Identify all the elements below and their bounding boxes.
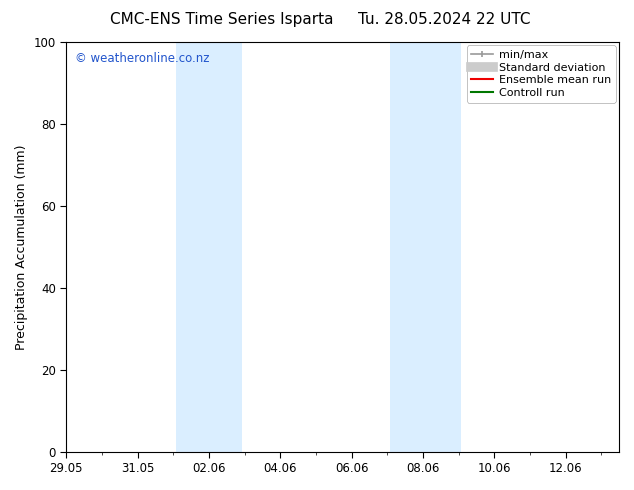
Y-axis label: Precipitation Accumulation (mm): Precipitation Accumulation (mm) [15,144,28,349]
Text: CMC-ENS Time Series Isparta: CMC-ENS Time Series Isparta [110,12,333,27]
Bar [390,42,462,452]
Text: Tu. 28.05.2024 22 UTC: Tu. 28.05.2024 22 UTC [358,12,530,27]
Legend: min/max, Standard deviation, Ensemble mean run, Controll run: min/max, Standard deviation, Ensemble me… [467,46,616,102]
Bar [176,42,242,452]
Text: © weatheronline.co.nz: © weatheronline.co.nz [75,52,209,65]
